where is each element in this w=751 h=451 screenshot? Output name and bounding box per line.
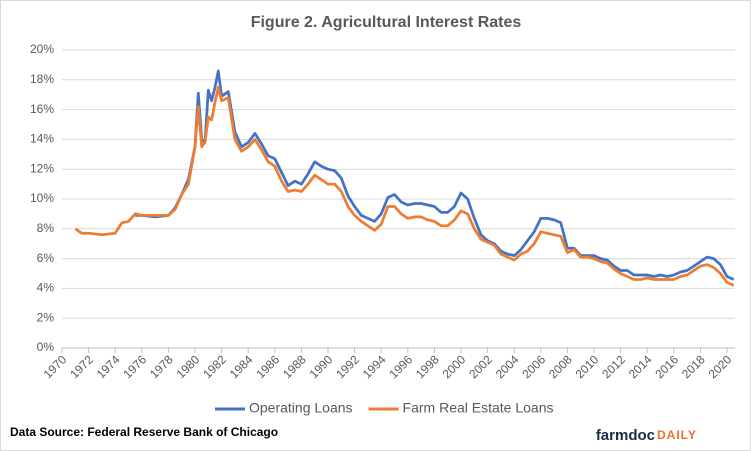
y-tick-label: 20%	[30, 42, 54, 56]
y-tick-label: 6%	[37, 251, 55, 265]
series-line	[74, 85, 735, 287]
y-tick-label: 14%	[30, 132, 54, 146]
y-tick-label: 10%	[30, 191, 54, 205]
y-tick-label: 18%	[30, 72, 54, 86]
logo-main: farmdoc	[596, 427, 655, 444]
y-tick-label: 2%	[37, 310, 55, 324]
y-tick-label: 8%	[37, 221, 55, 235]
legend-label: Farm Real Estate Loans	[403, 400, 554, 416]
chart-title: Figure 2. Agricultural Interest Rates	[251, 14, 522, 31]
y-tick-label: 4%	[37, 281, 55, 295]
y-tick-label: 12%	[30, 161, 54, 175]
legend-label: Operating Loans	[249, 400, 353, 416]
y-tick-label: 16%	[30, 102, 54, 116]
y-tick-label: 0%	[37, 340, 55, 354]
source: Data Source: Federal Reserve Bank of Chi…	[10, 425, 278, 439]
series-line	[135, 69, 735, 281]
logo-accent: DAILY	[657, 428, 697, 442]
